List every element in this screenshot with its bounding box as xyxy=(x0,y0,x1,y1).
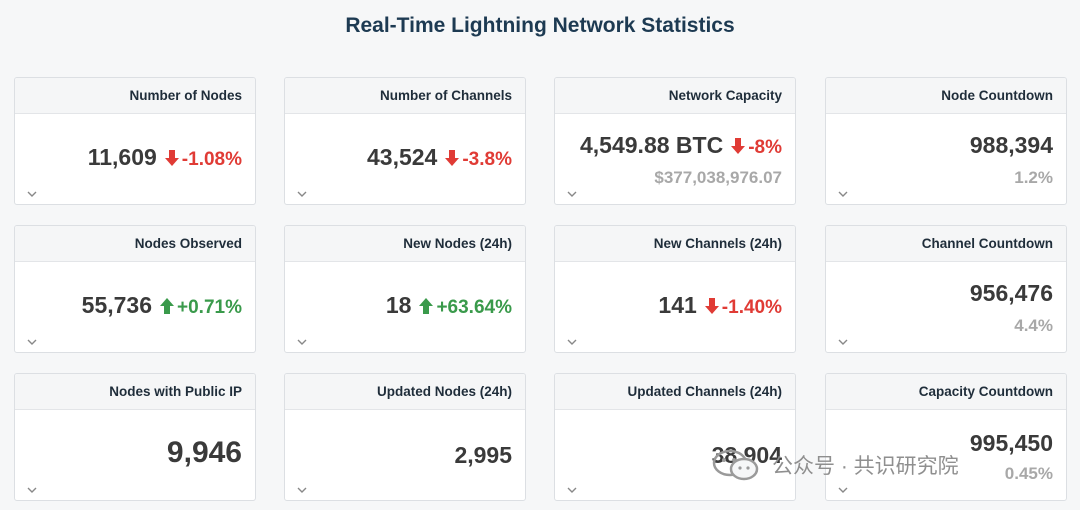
wechat-icon xyxy=(712,449,759,481)
chevron-down-icon[interactable] xyxy=(838,338,848,346)
card-nodes-public-ip: Nodes with Public IP 9,946 xyxy=(14,373,256,501)
card-label: New Nodes (24h) xyxy=(285,226,525,262)
chevron-down-icon[interactable] xyxy=(27,190,37,198)
chevron-down-icon[interactable] xyxy=(567,338,577,346)
card-network-capacity: Network Capacity 4,549.88 BTC -8% $377,03… xyxy=(554,77,796,205)
card-number-of-channels: Number of Channels 43,524 -3.8% xyxy=(284,77,526,205)
delta: +0.71% xyxy=(160,297,242,318)
card-label: Updated Nodes (24h) xyxy=(285,374,525,410)
card-label: Channel Countdown xyxy=(826,226,1066,262)
card-subvalue: 4.4% xyxy=(1014,316,1053,335)
card-nodes-observed: Nodes Observed 55,736 +0.71% xyxy=(14,225,256,353)
card-value: 11,609 -1.08% xyxy=(88,144,242,171)
card-value: 956,476 xyxy=(969,280,1053,306)
card-value: 4,549.88 BTC -8% xyxy=(580,132,782,159)
arrow-down-icon xyxy=(445,150,460,166)
card-value: 9,946 xyxy=(166,436,242,469)
value-text: 43,524 xyxy=(367,144,438,170)
arrow-up-icon xyxy=(419,298,434,314)
chevron-down-icon[interactable] xyxy=(567,190,577,198)
card-label: Nodes with Public IP xyxy=(15,374,255,410)
delta: +63.64% xyxy=(419,297,512,318)
chevron-down-icon[interactable] xyxy=(297,338,307,346)
arrow-up-icon xyxy=(160,298,175,314)
card-channel-countdown: Channel Countdown 956,476 4.4% xyxy=(825,225,1067,353)
card-value: 995,450 xyxy=(969,430,1053,456)
value-text: 11,609 xyxy=(87,144,157,170)
card-label: Nodes Observed xyxy=(15,226,255,262)
chevron-down-icon[interactable] xyxy=(838,486,848,494)
arrow-down-icon xyxy=(164,150,179,166)
card-value: 18 +63.64% xyxy=(386,292,512,319)
card-label: Node Countdown xyxy=(826,78,1066,114)
value-text: 4,549.88 BTC xyxy=(580,132,724,158)
page-title: Real-Time Lightning Network Statistics xyxy=(345,14,735,37)
card-capacity-countdown: Capacity Countdown 995,450 0.45% xyxy=(825,373,1067,501)
delta: -3.8% xyxy=(445,149,512,170)
chevron-down-icon[interactable] xyxy=(27,338,37,346)
chevron-down-icon[interactable] xyxy=(297,190,307,198)
chevron-down-icon[interactable] xyxy=(838,190,848,198)
watermark: 公众号 · 共识研究院 xyxy=(708,445,959,485)
card-label: New Channels (24h) xyxy=(555,226,795,262)
chevron-down-icon[interactable] xyxy=(27,486,37,494)
card-subvalue: 0.45% xyxy=(1004,464,1053,483)
card-node-countdown: Node Countdown 988,394 1.2% xyxy=(825,77,1067,205)
value-text: 55,736 xyxy=(81,292,153,318)
chevron-down-icon[interactable] xyxy=(297,486,307,494)
card-value: 43,524 -3.8% xyxy=(367,144,512,171)
value-text: 141 xyxy=(658,292,697,318)
chevron-down-icon[interactable] xyxy=(567,486,577,494)
value-text: 18 xyxy=(385,292,412,318)
card-label: Updated Channels (24h) xyxy=(555,374,795,410)
arrow-down-icon xyxy=(704,298,719,314)
card-new-channels: New Channels (24h) 141 -1.40% xyxy=(554,225,796,353)
card-value: 2,995 xyxy=(454,442,512,468)
card-label: Number of Nodes xyxy=(15,78,255,114)
watermark-text: 公众号 · 共识研究院 xyxy=(772,455,959,478)
card-updated-nodes: Updated Nodes (24h) 2,995 xyxy=(284,373,526,501)
card-new-nodes: New Nodes (24h) 18 +63.64% xyxy=(284,225,526,353)
card-label: Capacity Countdown xyxy=(826,374,1066,410)
delta: -1.08% xyxy=(164,149,242,170)
card-value: 988,394 xyxy=(969,132,1053,158)
delta: -1.40% xyxy=(704,297,782,318)
delta: -8% xyxy=(731,137,782,158)
card-subvalue: $377,038,976.07 xyxy=(654,168,782,187)
card-subvalue: 1.2% xyxy=(1014,168,1053,187)
card-number-of-nodes: Number of Nodes 11,609 -1.08% xyxy=(14,77,256,205)
card-label: Network Capacity xyxy=(555,78,795,114)
arrow-down-icon xyxy=(731,138,746,154)
card-value: 55,736 +0.71% xyxy=(82,292,242,319)
card-label: Number of Channels xyxy=(285,78,525,114)
card-value: 141 -1.40% xyxy=(658,292,782,319)
